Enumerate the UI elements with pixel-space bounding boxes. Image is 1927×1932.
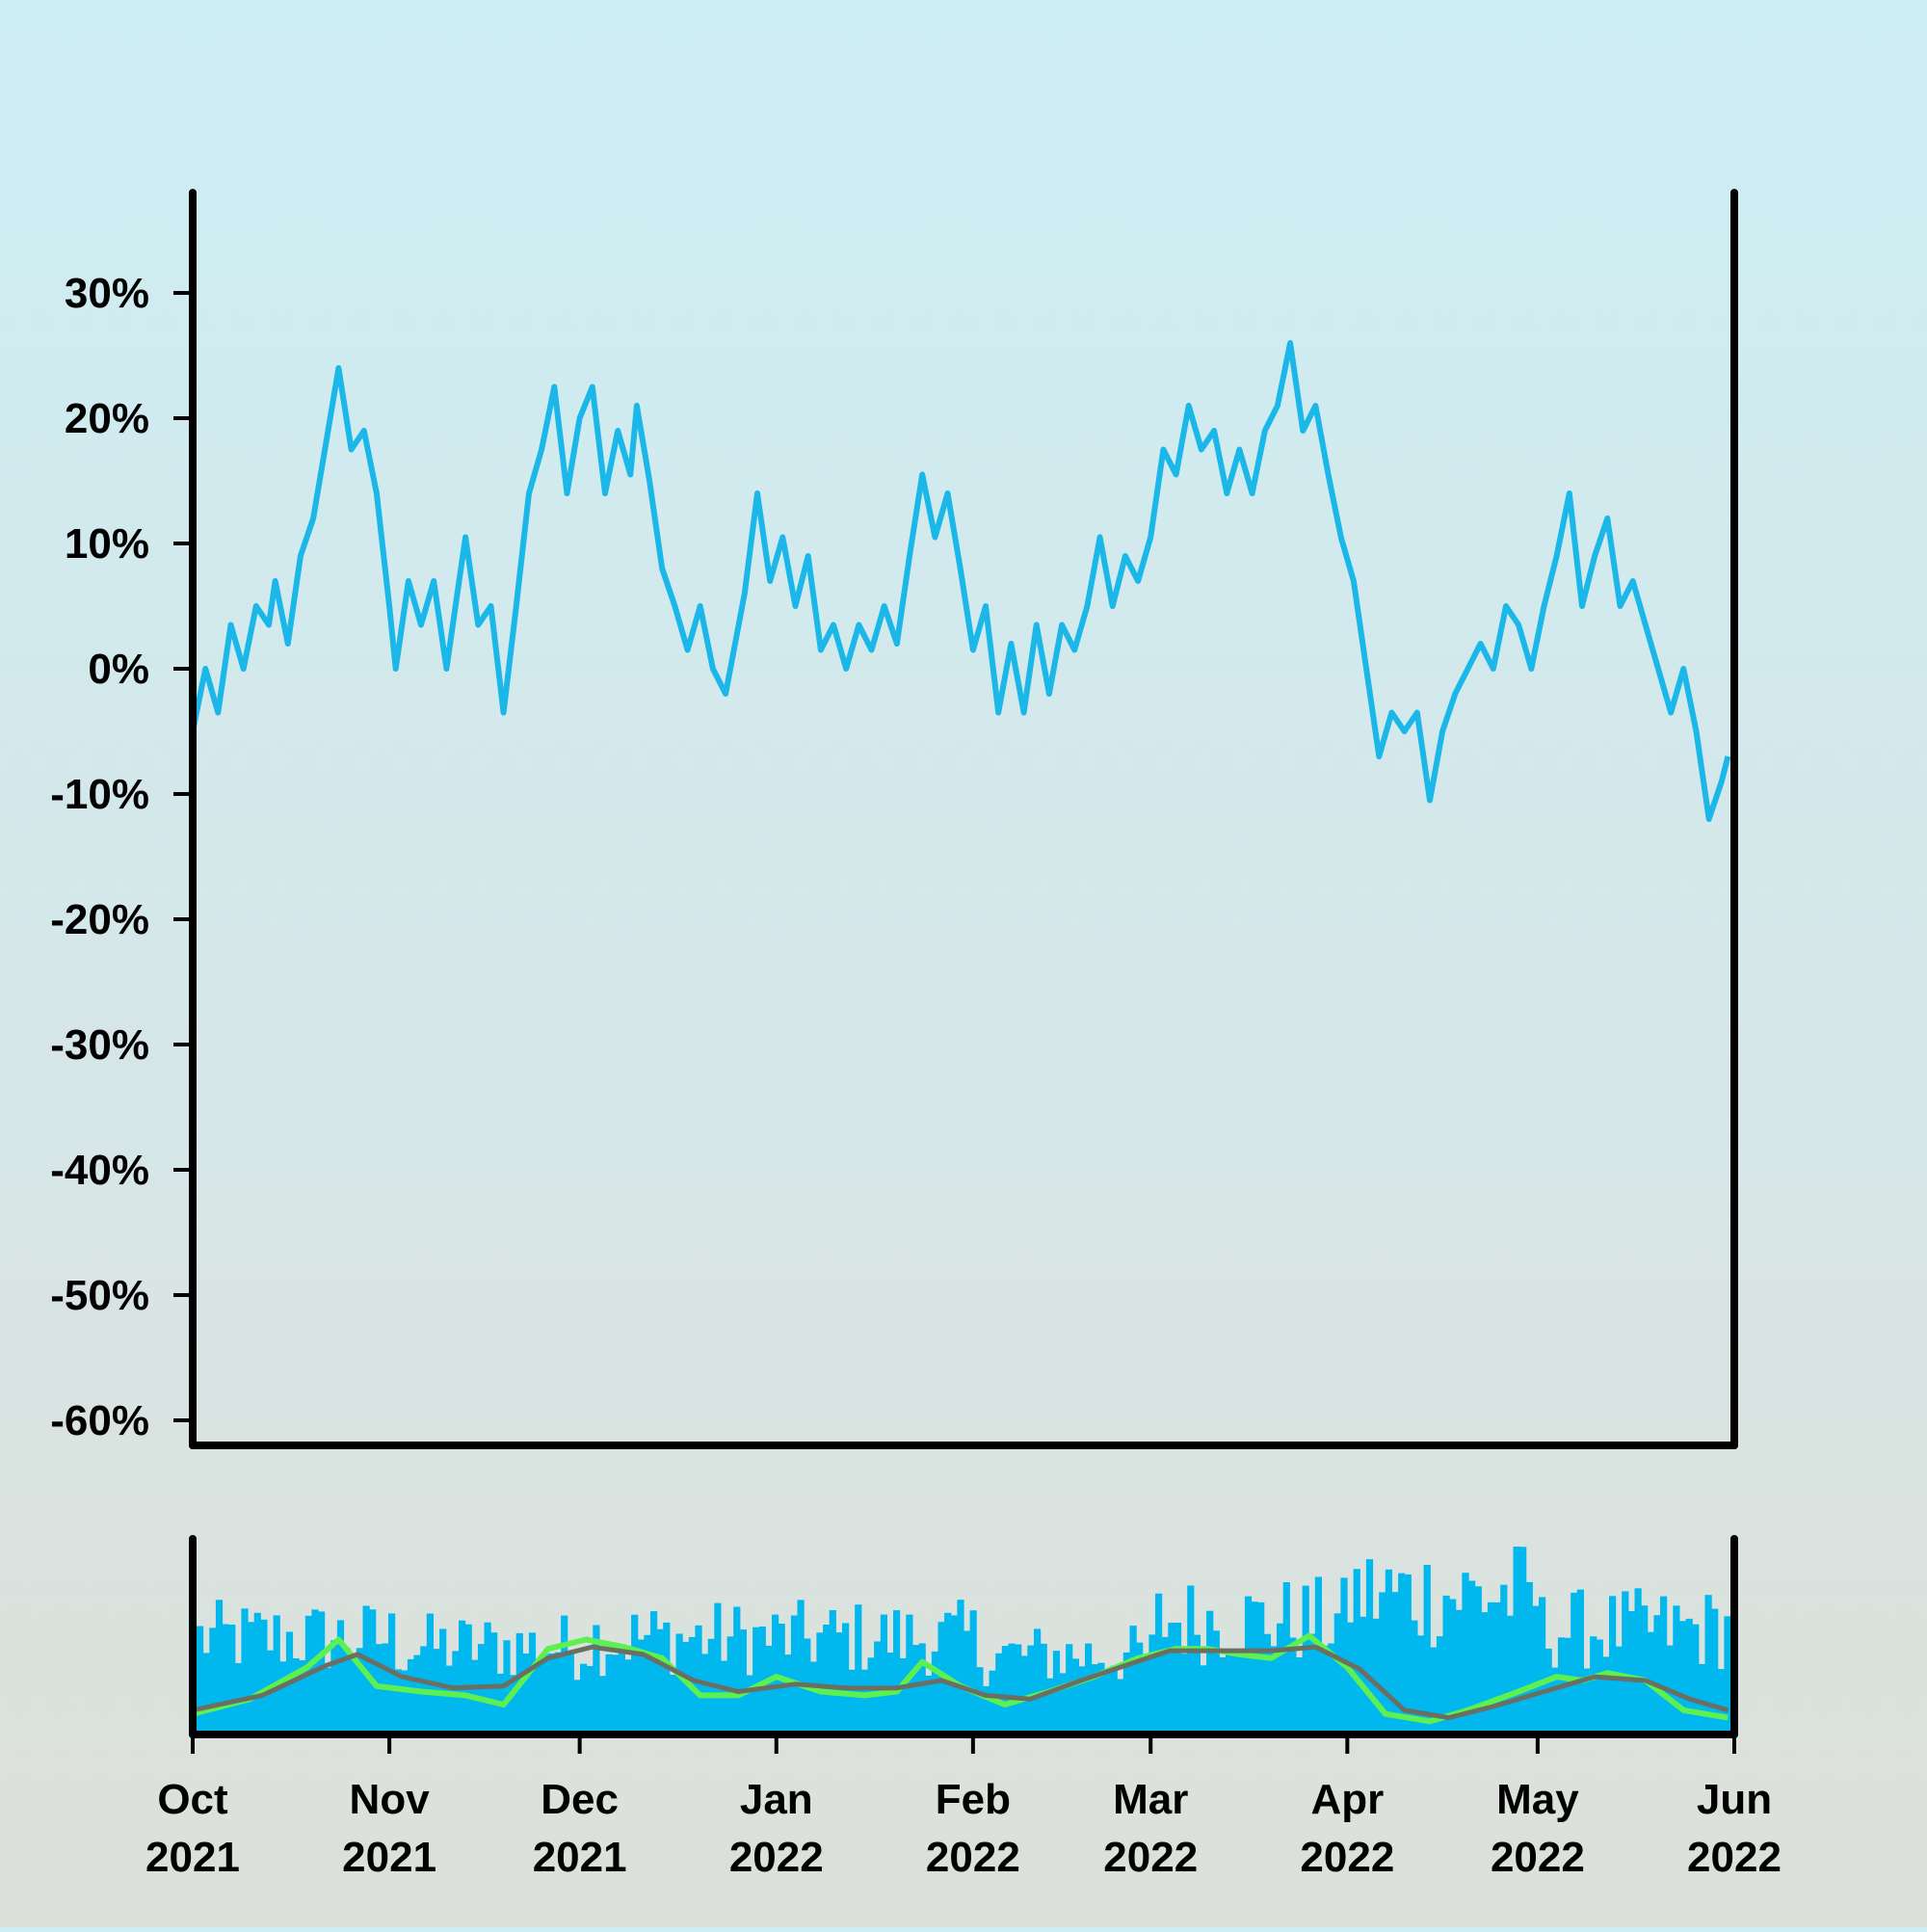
x-tick-year: 2022 (1491, 1834, 1585, 1881)
x-tick-month: Mar (1113, 1776, 1188, 1823)
price-panel: 30% 20% 10% 0% -10% -20% -30% -40% -50% -60% (50, 193, 1734, 1445)
x-tick-month: Nov (350, 1776, 431, 1823)
x-tick-year: 2022 (1300, 1834, 1394, 1881)
x-tick-month: Apr (1310, 1776, 1384, 1823)
x-tick-year: 2022 (729, 1834, 824, 1881)
volume-bar (1519, 1547, 1526, 1734)
price-axes (193, 193, 1734, 1445)
y-tick-label: -50% (50, 1272, 149, 1319)
price-series-group (193, 343, 1729, 819)
x-tick-year: 2022 (926, 1834, 1020, 1881)
x-tick-month: Feb (936, 1776, 1011, 1823)
y-tick-label: -60% (50, 1397, 149, 1444)
x-tick-month: Jan (740, 1776, 813, 1823)
volume-base-band (197, 1707, 1730, 1734)
y-tick-label: -10% (50, 771, 149, 818)
price-series-line (193, 343, 1728, 819)
x-tick-year: 2021 (145, 1834, 240, 1881)
x-tick-month: Jun (1697, 1776, 1772, 1823)
volume-panel: Oct 2021 Nov 2021 Dec 2021 Jan 2022 Feb 2022 Mar 20… (145, 1539, 1782, 1881)
price-y-axis: 30% 20% 10% 0% -10% -20% -30% -40% -50% -60% (50, 270, 193, 1444)
x-tick-year: 2022 (1103, 1834, 1198, 1881)
y-tick-label: 30% (65, 270, 149, 317)
x-tick-month: Oct (157, 1776, 228, 1823)
y-tick-label: 10% (65, 520, 149, 568)
x-tick-month: May (1496, 1776, 1579, 1823)
y-tick-label: -30% (50, 1021, 149, 1069)
y-tick-label: 0% (88, 646, 149, 693)
x-tick-year: 2021 (342, 1834, 436, 1881)
volume-bar (1514, 1547, 1520, 1734)
x-axis: Oct 2021 Nov 2021 Dec 2021 Jan 2022 Feb 2022 Mar 20… (145, 1734, 1782, 1881)
x-tick-year: 2021 (533, 1834, 627, 1881)
y-tick-label: -20% (50, 896, 149, 943)
x-tick-month: Dec (541, 1776, 619, 1823)
x-tick-year: 2022 (1687, 1834, 1782, 1881)
y-tick-label: -40% (50, 1147, 149, 1194)
y-tick-label: 20% (65, 395, 149, 442)
